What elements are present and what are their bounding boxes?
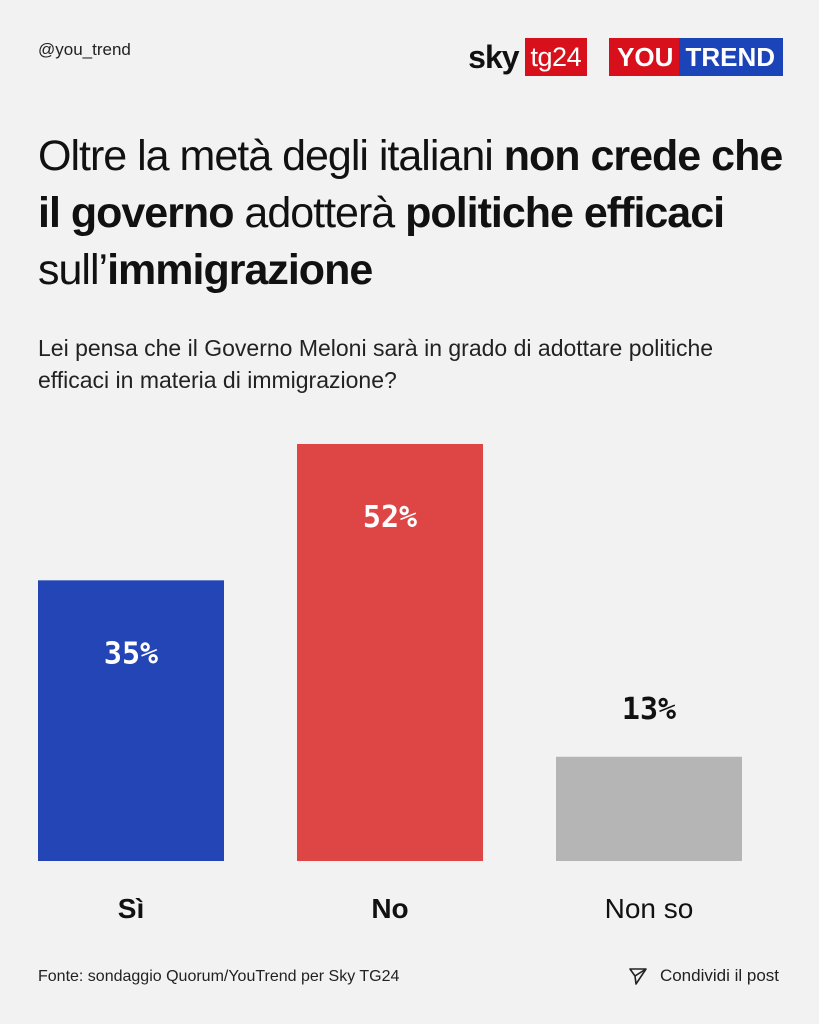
logos: sky tg24 YOU TREND [468,38,783,76]
value-label: 52% [363,500,417,535]
value-label: 13% [622,692,676,727]
headline-part: Oltre la metà degli italiani [38,132,504,180]
share-post-button[interactable]: Condividi il post [628,966,779,986]
tg24-wordmark: tg24 [524,38,588,76]
headline: Oltre la metà degli italiani non crede c… [38,128,798,299]
headline-part: adotterà [233,189,406,237]
category-label: No [371,893,408,924]
share-label: Condividi il post [659,966,779,985]
headline-part: non crede che il governo [38,132,783,237]
category-label: Non so [605,893,694,924]
youtrend-trend: TREND [679,38,783,76]
headline-part: immigrazione [107,246,373,294]
bar-1 [297,444,483,861]
headline-part: sull’ [38,246,108,294]
source-note: Fonte: sondaggio Quorum/YouTrend per Sky… [38,968,400,985]
bar-0 [38,580,224,861]
youtrend-logo: YOU TREND [609,38,783,76]
survey-question: Lei pensa che il Governo Meloni sarà in … [38,335,714,393]
value-label: 35% [104,636,158,671]
sky-wordmark: sky [468,39,519,75]
skytg24-logo: sky tg24 [468,38,588,76]
send-icon [629,968,647,985]
handle: @you_trend [38,40,131,59]
bar-2 [556,756,742,861]
headline-part: politiche efficaci [405,189,725,237]
category-label: Sì [118,893,144,924]
bar-chart: 35% Sì 52% No 13% Non so [38,444,742,924]
youtrend-you: YOU [609,38,680,76]
